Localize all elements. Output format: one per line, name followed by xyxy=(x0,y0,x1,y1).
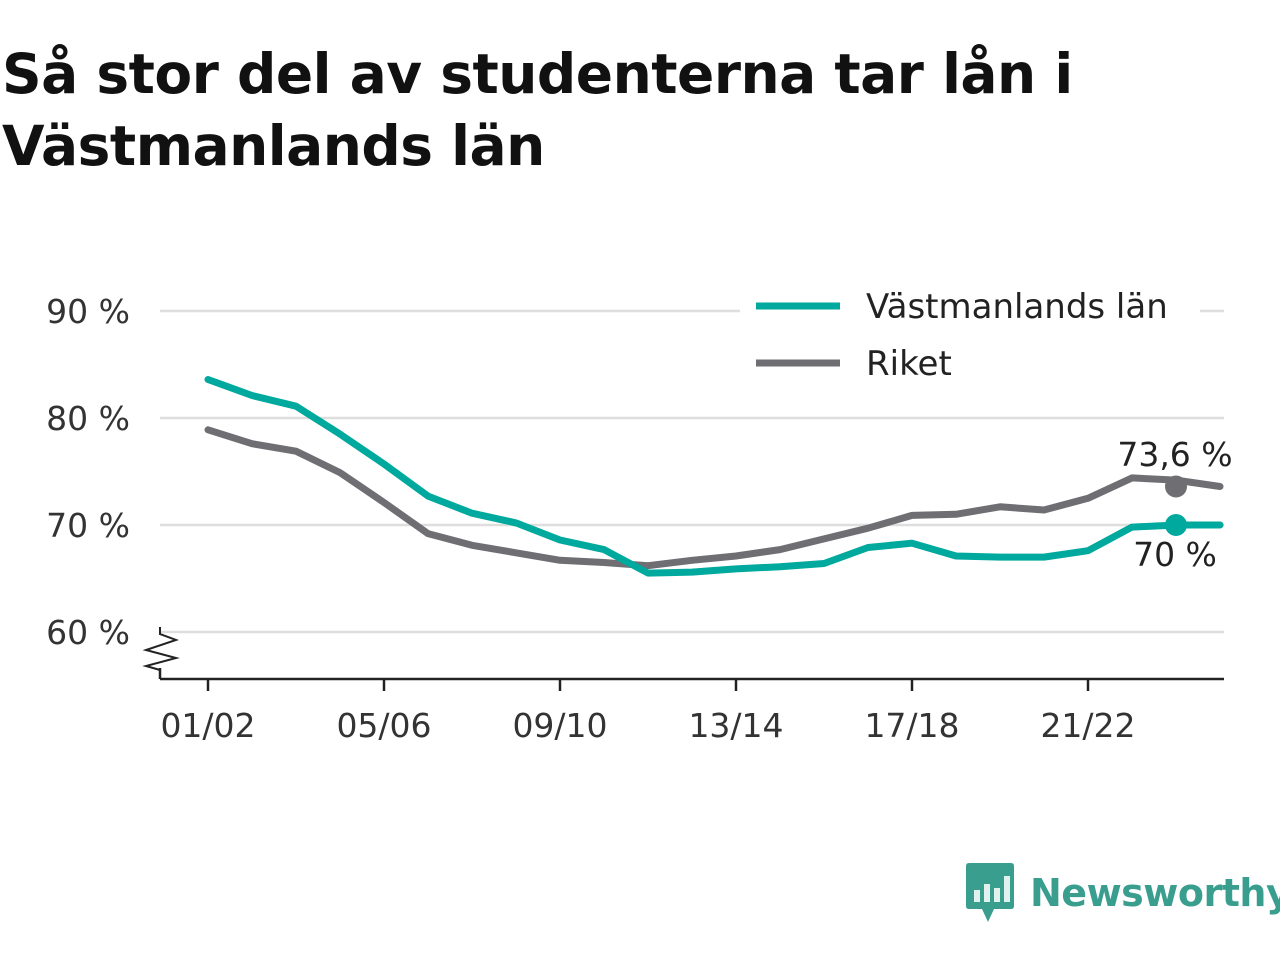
x-tick-label: 21/22 xyxy=(1040,706,1135,745)
x-axis-ticks: 01/02 05/06 09/10 13/14 17/18 21/22 xyxy=(160,679,1136,745)
end-markers: 73,6 % 70 % xyxy=(1117,435,1232,574)
legend-background xyxy=(740,282,1200,386)
y-tick-label: 90 % xyxy=(46,292,130,331)
end-label-riket: 73,6 % xyxy=(1117,435,1232,474)
legend: Västmanlands län Riket xyxy=(740,282,1200,386)
y-tick-label: 60 % xyxy=(46,613,130,652)
x-tick-label: 05/06 xyxy=(336,706,431,745)
x-tick-label: 13/14 xyxy=(688,706,783,745)
legend-label: Västmanlands län xyxy=(866,287,1168,327)
y-tick-label: 70 % xyxy=(46,506,130,545)
axes xyxy=(142,627,1224,681)
end-label-vastmanland: 70 % xyxy=(1133,535,1217,574)
x-tick-label: 17/18 xyxy=(864,706,959,745)
series-lines xyxy=(204,376,1224,577)
series-line-vastmanland xyxy=(204,376,1224,577)
brand-name: Newsworthy xyxy=(1030,871,1280,915)
x-tick-label: 09/10 xyxy=(512,706,607,745)
y-tick-label: 80 % xyxy=(46,399,130,438)
end-point-marker xyxy=(1165,475,1187,498)
legend-label: Riket xyxy=(866,344,952,384)
brand-logo: Newsworthy xyxy=(964,862,1280,924)
chart-title: Så stor del av studenterna tar lån i Väs… xyxy=(2,42,1073,178)
end-point-marker xyxy=(1165,514,1187,536)
axis-break-icon xyxy=(142,627,180,671)
series-line-riket xyxy=(204,426,1224,570)
y-axis-ticks: 60 % 70 % 80 % 90 % xyxy=(46,292,130,652)
x-tick-label: 01/02 xyxy=(160,706,255,745)
newsworthy-logo-icon xyxy=(966,863,1014,922)
